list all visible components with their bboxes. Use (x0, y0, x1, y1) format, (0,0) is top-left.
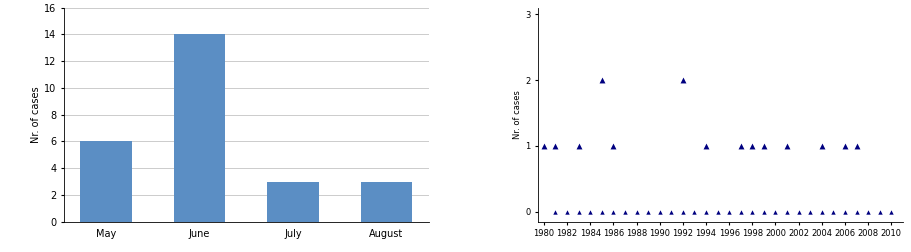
Point (570, 144, 585, 148)
Point (640, 210, 655, 214)
Point (675, 210, 690, 214)
Point (837, 210, 852, 214)
Point (825, 210, 840, 214)
Point (606, 210, 620, 214)
Point (779, 144, 793, 148)
Point (710, 210, 724, 214)
Point (779, 210, 793, 214)
Point (732, 210, 747, 214)
Point (802, 210, 816, 214)
Point (848, 210, 863, 214)
Point (594, 210, 609, 214)
Bar (267, 182, 318, 222)
Point (606, 144, 620, 148)
Point (570, 210, 585, 214)
Point (744, 144, 759, 148)
Point (814, 210, 828, 214)
Point (686, 210, 701, 214)
Point (536, 144, 550, 148)
Point (860, 210, 875, 214)
Y-axis label: Nr. of cases: Nr. of cases (513, 90, 522, 139)
Point (767, 210, 782, 214)
Point (698, 210, 712, 214)
Point (814, 144, 828, 148)
Point (663, 210, 678, 214)
Y-axis label: Nr. of cases: Nr. of cases (31, 86, 41, 143)
Point (883, 210, 897, 214)
Point (617, 210, 631, 214)
Point (744, 210, 759, 214)
Point (791, 210, 805, 214)
Point (698, 144, 712, 148)
Point (756, 144, 771, 148)
Point (722, 210, 736, 214)
Bar (80, 141, 132, 222)
Point (837, 144, 852, 148)
Point (756, 210, 771, 214)
Point (559, 210, 574, 214)
Bar (174, 34, 225, 222)
Point (675, 78, 690, 82)
Point (629, 210, 643, 214)
Point (651, 210, 666, 214)
Point (848, 144, 863, 148)
Point (548, 210, 562, 214)
Point (872, 210, 886, 214)
Bar (360, 182, 412, 222)
Point (548, 144, 562, 148)
Point (582, 210, 597, 214)
Point (594, 78, 609, 82)
Point (732, 144, 747, 148)
